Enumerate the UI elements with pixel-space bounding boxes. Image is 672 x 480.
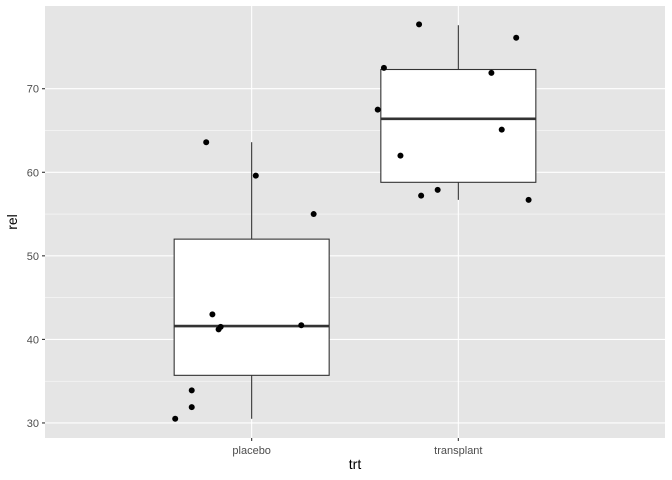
plot-panel [45,6,665,438]
y-axis-title: rel [4,214,20,230]
box-placebo [173,142,330,419]
x-axis-title: trt [349,456,362,472]
data-point [203,139,210,146]
y-tick-label: 60 [27,167,39,179]
data-point [188,387,195,394]
data-point [310,211,317,218]
box-iqr [173,238,330,376]
data-point [209,311,216,318]
data-point [513,34,520,41]
data-point [397,152,404,159]
data-point [380,64,387,71]
data-point [298,322,305,329]
x-tick-label: transplant [434,445,482,457]
minor-gridlines [45,130,665,382]
boxes [173,25,537,419]
data-point [217,323,224,330]
y-tick-label: 40 [27,334,39,346]
y-tick-label: 70 [27,84,39,96]
data-point [172,415,179,422]
data-points [172,21,532,422]
y-tick-label: 30 [27,418,39,430]
y-axis: 30 40 50 60 70 [27,84,45,430]
data-point [434,186,441,193]
data-point [188,404,195,411]
data-point [416,21,423,28]
data-point [525,196,532,203]
data-point [252,172,259,179]
data-point [488,69,495,76]
box-transplant [380,25,537,200]
box-iqr [380,68,537,183]
y-tick-label: 50 [27,251,39,263]
x-axis: placebo transplant [232,438,482,457]
data-point [374,106,381,113]
x-tick-label: placebo [232,445,271,457]
data-point [418,192,425,199]
data-point [498,126,505,133]
